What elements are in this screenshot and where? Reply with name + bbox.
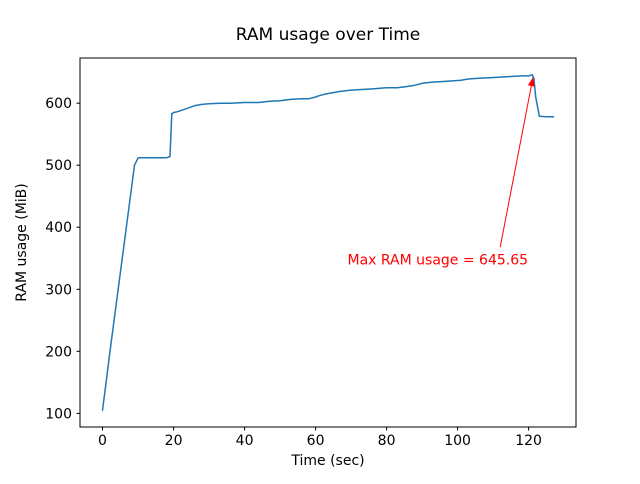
ram-usage-line	[101, 74, 555, 411]
x-axis-label: Time (sec)	[290, 453, 364, 469]
y-tick-label: 400	[45, 220, 72, 236]
y-tick-label: 100	[45, 406, 72, 422]
y-tick-label: 600	[45, 96, 72, 112]
plot-border	[79, 57, 577, 428]
x-tick-label: 100	[444, 433, 471, 449]
x-tick-label: 40	[236, 433, 254, 449]
max-annotation-text: Max RAM usage = 645.65	[348, 253, 529, 269]
y-tick-label: 300	[45, 282, 72, 298]
y-tick-label: 200	[45, 344, 72, 360]
max-annotation-arrow	[499, 77, 535, 248]
x-tick-label: 60	[307, 433, 325, 449]
x-tick-label: 120	[515, 433, 542, 449]
y-axis-label: RAM usage (MiB)	[14, 183, 30, 301]
x-tick-label: 80	[378, 433, 396, 449]
x-tick-label: 20	[165, 433, 183, 449]
y-tick-label: 500	[45, 158, 72, 174]
chart-title: RAM usage over Time	[236, 25, 420, 45]
x-tick-label: 0	[98, 433, 107, 449]
